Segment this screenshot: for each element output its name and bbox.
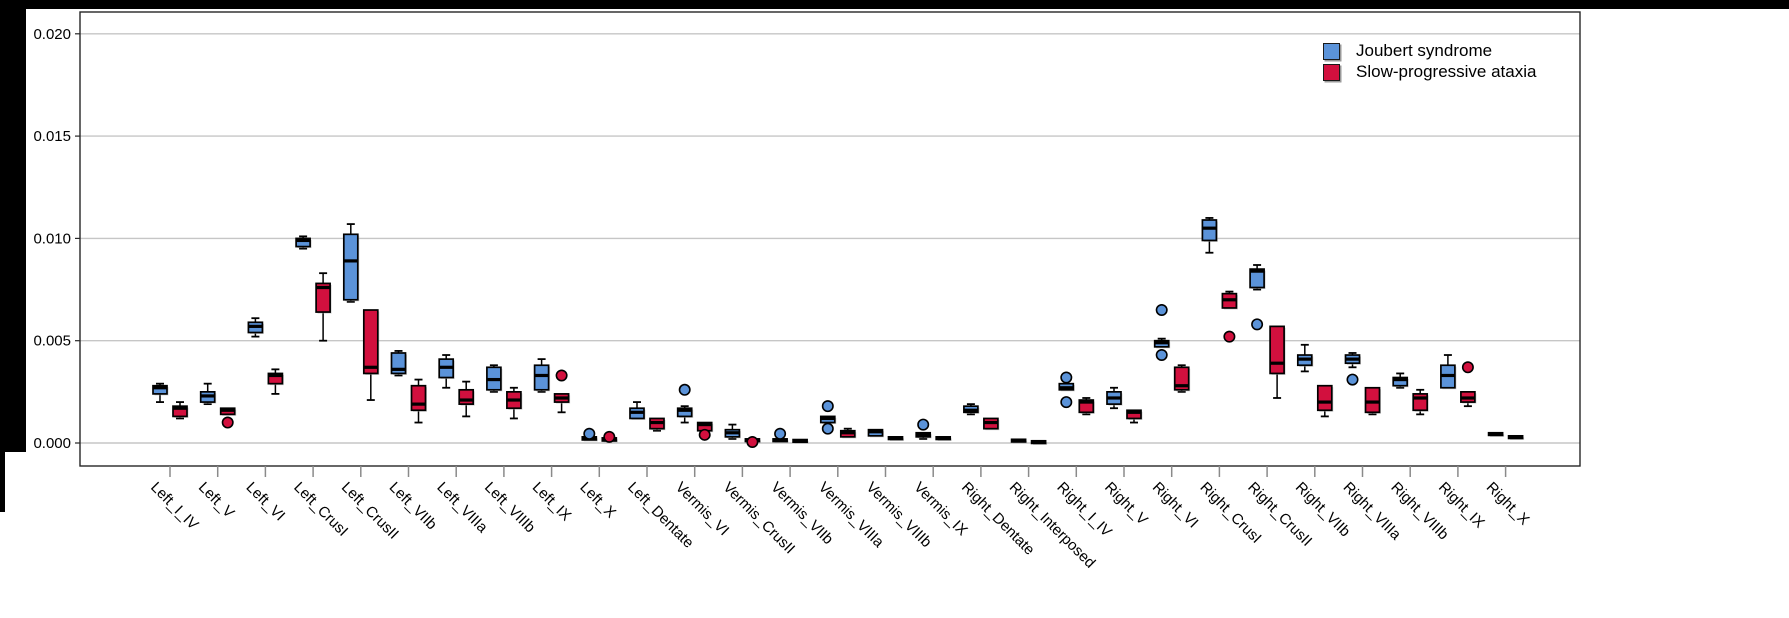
outlier-joubert-Vermis_VIIIa <box>821 422 834 435</box>
legend-swatch-joubert-icon <box>1323 42 1340 60</box>
box-joubert-Right_VIIIb <box>1392 376 1409 387</box>
outlier-ataxia-Vermis_VI <box>698 428 711 441</box>
outlier-joubert-Vermis_VIIIa <box>821 400 834 413</box>
x-tick-label: Left_I_IV <box>147 479 201 533</box>
legend-label-joubert: Joubert syndrome <box>1356 41 1493 60</box>
box-joubert-Right_CrusII <box>1249 268 1265 289</box>
box-ataxia-Left_I_IV <box>172 405 188 418</box>
x-tick-label: Left_V <box>195 479 238 522</box>
outlier-ataxia-Left_IX <box>555 369 568 382</box>
y-tick-label: 0.020 <box>33 26 71 43</box>
outlier-ataxia-Vermis_CrusII <box>746 435 759 448</box>
x-tick-label: Left_VIIIa <box>433 479 491 537</box>
plot-frame <box>79 11 1581 467</box>
legend-swatch-ataxia-icon <box>1323 63 1340 81</box>
outlier-joubert-Right_VI <box>1155 304 1168 317</box>
x-tick-label: Left_IX <box>529 479 575 525</box>
box-joubert-Left_CrusI <box>295 237 311 248</box>
y-tick-label: 0.015 <box>33 128 71 145</box>
box-joubert-Left_I_IV <box>152 384 168 395</box>
x-tick-label: Left_X <box>576 479 619 522</box>
box-joubert-Left_IX <box>533 364 550 391</box>
box-ataxia-Left_VIIb <box>410 384 427 412</box>
box-ataxia-Left_VI <box>267 372 284 385</box>
box-ataxia-Right_V <box>1126 409 1142 420</box>
outlier-joubert-Vermis_IX <box>917 418 930 431</box>
outlier-joubert-Right_I_IV <box>1060 396 1073 409</box>
left-border-bar <box>0 0 26 452</box>
outlier-ataxia-Right_CrusI <box>1223 330 1236 343</box>
top-border-bar <box>0 0 1789 9</box>
y-tick-label: 0.005 <box>33 333 71 350</box>
x-tick-label: Right_X <box>1483 479 1533 529</box>
outlier-joubert-Right_VIIIa <box>1346 373 1359 386</box>
outlier-ataxia-Left_X <box>603 430 616 443</box>
box-joubert-Left_CrusII <box>342 233 359 301</box>
outlier-joubert-Right_CrusII <box>1251 318 1264 331</box>
outlier-joubert-Right_VI <box>1155 349 1168 362</box>
y-tick-label: 0.000 <box>33 435 71 452</box>
legend-label-ataxia: Slow-progressive ataxia <box>1356 62 1537 81</box>
outlier-joubert-Vermis_VIIb <box>774 427 787 440</box>
x-tick-label: Left_VI <box>243 479 289 525</box>
outlier-joubert-Right_I_IV <box>1060 371 1073 384</box>
box-joubert-Right_CrusI <box>1201 219 1218 242</box>
box-joubert-Vermis_VI <box>676 407 693 418</box>
legend-item-joubert: Joubert syndrome <box>1323 41 1536 60</box>
outlier-ataxia-Left_V <box>221 416 234 429</box>
x-tick-label: Left_VIIIb <box>481 479 538 536</box>
box-ataxia-Right_VIIIa <box>1364 386 1381 414</box>
outlier-joubert-Vermis_VI <box>678 383 691 396</box>
box-ataxia-Right_CrusII <box>1269 325 1285 375</box>
x-tick-label: Right_VI <box>1149 479 1202 532</box>
outlier-ataxia-Right_IX <box>1461 361 1474 374</box>
legend: Joubert syndrome Slow-progressive ataxia <box>1323 41 1537 84</box>
box-ataxia-Right_VIIIb <box>1412 393 1429 412</box>
y-tick-label: 0.010 <box>33 230 71 247</box>
box-ataxia-Left_VIIIa <box>458 388 475 405</box>
legend-item-ataxia: Slow-progressive ataxia <box>1323 62 1537 81</box>
x-tick-label: Right_Interposed <box>1006 479 1099 572</box>
box-ataxia-Left_CrusI <box>315 282 331 313</box>
box-ataxia-Right_VIIb <box>1316 384 1333 412</box>
outlier-joubert-Left_X <box>583 427 596 440</box>
box-ataxia-Left_CrusII <box>362 309 379 375</box>
